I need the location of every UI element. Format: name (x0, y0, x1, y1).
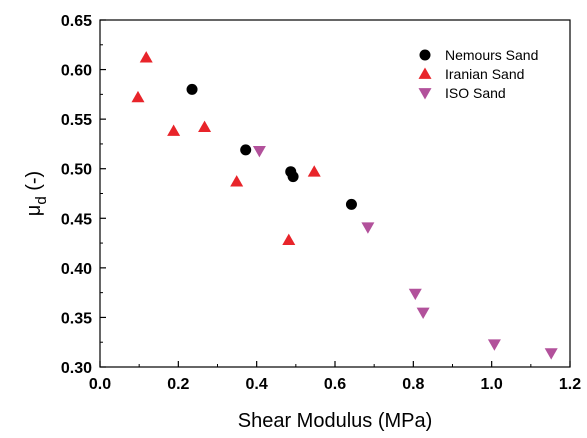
y-axis-label-suffix: (-) (23, 171, 45, 197)
y-tick-label: 0.40 (61, 261, 92, 278)
data-marks (131, 51, 558, 360)
y-tick-label: 0.60 (61, 63, 92, 80)
y-tick-label: 0.35 (61, 310, 92, 327)
x-tick-label: 0.0 (89, 376, 111, 393)
axis-ticks: 0.0 0.2 0.4 0.6 0.8 1.0 1.2 0.30 0.35 0.40 0.45 0.5… (61, 13, 581, 393)
y-tick-label: 0.55 (61, 112, 92, 129)
legend: Nemours Sand Iranian Sand ISO Sand (418, 47, 538, 101)
legend-marker-iranian-sand (418, 67, 432, 79)
x-tick-label: 0.6 (324, 376, 346, 393)
data-point-iranian-sand (131, 90, 145, 103)
y-axis-label: μd (-) (23, 171, 50, 216)
x-tick-label: 1.2 (559, 376, 581, 393)
data-point-iso-sand (487, 339, 501, 351)
data-point-nemours-sand (186, 83, 198, 95)
legend-marker-nemours-sand (419, 49, 431, 61)
data-point-iranian-sand (198, 120, 212, 132)
y-axis-label-base: μ (23, 205, 45, 217)
data-point-nemours-sand (287, 171, 299, 183)
data-point-iranian-sand (282, 233, 296, 245)
y-axis-label-subscript: d (33, 196, 50, 204)
data-point-iranian-sand (139, 51, 153, 63)
y-tick-label: 0.30 (61, 360, 92, 377)
data-point-iso-sand (408, 288, 422, 301)
y-tick-label: 0.45 (61, 211, 92, 228)
legend-label-iranian-sand: Iranian Sand (445, 66, 524, 82)
data-point-iranian-sand (230, 175, 244, 187)
data-point-nemours-sand (345, 198, 357, 210)
x-tick-label: 0.4 (246, 376, 268, 393)
data-point-iranian-sand (167, 124, 181, 136)
legend-marker-iso-sand (418, 88, 432, 100)
x-axis-label: Shear Modulus (MPa) (238, 410, 433, 432)
x-tick-label: 0.2 (167, 376, 189, 393)
data-point-iso-sand (416, 307, 430, 319)
data-point-nemours-sand (240, 144, 252, 156)
y-tick-label: 0.50 (61, 162, 92, 179)
legend-label-nemours-sand: Nemours Sand (445, 47, 538, 63)
data-point-iso-sand (252, 145, 266, 158)
data-point-iso-sand (361, 222, 375, 234)
legend-label-iso-sand: ISO Sand (445, 85, 506, 101)
data-point-iso-sand (544, 348, 558, 360)
x-tick-label: 1.0 (481, 376, 503, 393)
y-tick-label: 0.65 (61, 13, 92, 30)
x-tick-label: 0.8 (402, 376, 424, 393)
data-point-iranian-sand (307, 165, 321, 177)
